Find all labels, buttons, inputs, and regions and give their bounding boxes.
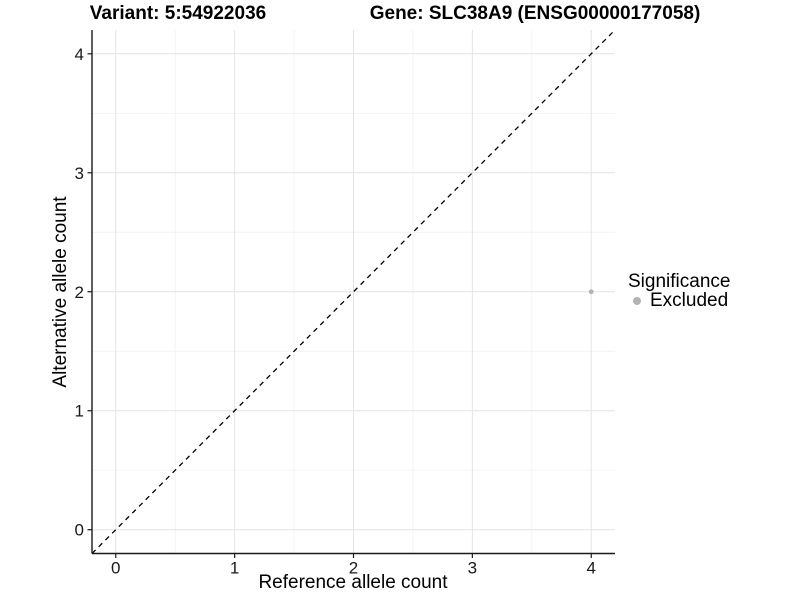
gene-title: Gene: SLC38A9 (ENSG00000177058) bbox=[369, 3, 701, 24]
x-tick-label: 1 bbox=[230, 559, 239, 578]
legend-entry-label: Excluded bbox=[650, 289, 729, 311]
legend-title: Significance bbox=[628, 271, 731, 292]
x-tick-label: 3 bbox=[468, 559, 477, 578]
variant-title: Variant: 5:54922036 bbox=[89, 3, 267, 24]
y-tick-label: 1 bbox=[75, 402, 84, 421]
y-tick-label: 3 bbox=[75, 164, 84, 183]
y-tick-label: 4 bbox=[75, 45, 84, 64]
y-axis-title: Alternative allele count bbox=[50, 196, 71, 388]
x-tick-label: 4 bbox=[586, 559, 595, 578]
y-tick-label: 0 bbox=[75, 521, 84, 540]
legend-entry: Excluded bbox=[628, 290, 730, 311]
x-tick-label: 2 bbox=[349, 559, 358, 578]
legend-key-dot-excluded bbox=[633, 296, 641, 305]
x-tick-label: 0 bbox=[111, 559, 120, 578]
x-axis-title: Reference allele count bbox=[258, 572, 448, 593]
legend: Significance Excluded bbox=[628, 271, 730, 311]
y-tick-label: 2 bbox=[75, 283, 84, 302]
data-point bbox=[588, 289, 594, 295]
